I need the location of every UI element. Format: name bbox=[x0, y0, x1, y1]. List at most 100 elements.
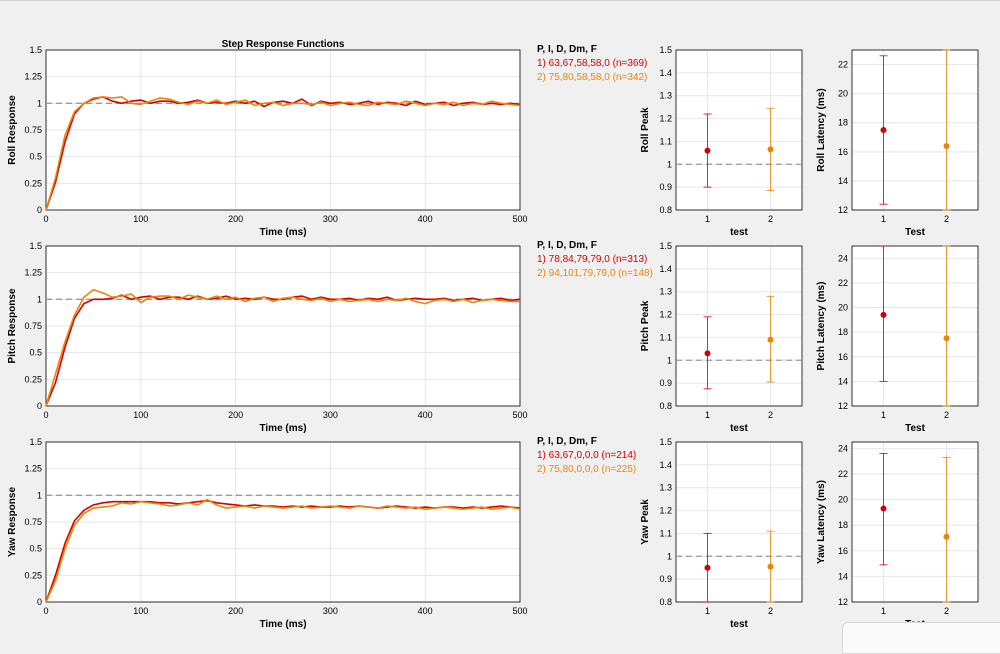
x-tick-label: 0 bbox=[43, 606, 48, 616]
legend-title: P, I, D, Dm, F bbox=[537, 44, 597, 55]
y-tick-label: 24 bbox=[838, 253, 848, 263]
y-tick-label: 1.5 bbox=[659, 437, 672, 447]
plot-frame bbox=[675, 49, 803, 211]
x-axis-label: Time (ms) bbox=[259, 423, 306, 434]
legend-entry-run2: 2) 75,80,0,0,0 (n=225) bbox=[537, 464, 637, 475]
y-tick-label: 14 bbox=[838, 376, 848, 386]
y-tick-label: 1.3 bbox=[659, 483, 672, 493]
data-point-test2 bbox=[767, 563, 774, 570]
y-axis-label: Pitch Peak bbox=[640, 300, 651, 351]
y-tick-label: 0.75 bbox=[24, 321, 42, 331]
y-tick-label: 18 bbox=[838, 118, 848, 128]
y-tick-label: 0.75 bbox=[24, 517, 42, 527]
data-point-test1 bbox=[704, 350, 711, 357]
x-tick-label: 200 bbox=[228, 606, 243, 616]
y-tick-label: 0.8 bbox=[659, 597, 672, 607]
x-tick-label: 400 bbox=[418, 410, 433, 420]
window-top-border bbox=[0, 0, 1000, 1]
y-tick-label: 1.5 bbox=[659, 45, 672, 55]
y-tick-label: 12 bbox=[838, 597, 848, 607]
x-tick-label: 2 bbox=[768, 606, 773, 616]
y-tick-label: 1.25 bbox=[24, 464, 42, 474]
y-tick-label: 0.5 bbox=[29, 152, 42, 162]
y-tick-label: 1.4 bbox=[659, 460, 672, 470]
x-tick-label: 1 bbox=[881, 214, 886, 224]
y-tick-label: 1.5 bbox=[29, 437, 42, 447]
y-tick-label: 1.5 bbox=[29, 241, 42, 251]
y-axis-label: Roll Peak bbox=[640, 107, 651, 152]
y-tick-label: 1.5 bbox=[659, 241, 672, 251]
x-axis-label: Test bbox=[905, 227, 925, 238]
y-tick-label: 1.1 bbox=[659, 528, 672, 538]
plot-area bbox=[676, 442, 802, 602]
legend-title: P, I, D, Dm, F bbox=[537, 240, 597, 251]
x-tick-label: 2 bbox=[944, 606, 949, 616]
y-tick-label: 14 bbox=[838, 571, 848, 581]
x-axis-label: test bbox=[730, 423, 748, 434]
legend-title: P, I, D, Dm, F bbox=[537, 436, 597, 447]
y-tick-label: 1 bbox=[37, 98, 42, 108]
y-tick-label: 22 bbox=[838, 278, 848, 288]
plot-area bbox=[852, 442, 978, 602]
x-axis-label: Time (ms) bbox=[259, 619, 306, 630]
y-tick-label: 22 bbox=[838, 60, 848, 70]
data-point-test2 bbox=[943, 533, 950, 540]
y-tick-label: 0.8 bbox=[659, 205, 672, 215]
series-line-run1 bbox=[45, 294, 521, 407]
x-axis-label: Time (ms) bbox=[259, 227, 306, 238]
plot-frame bbox=[45, 441, 521, 603]
x-tick-label: 1 bbox=[705, 214, 710, 224]
series-line-run2 bbox=[45, 96, 521, 211]
y-tick-label: 18 bbox=[838, 327, 848, 337]
data-point-test1 bbox=[704, 147, 711, 154]
plot-frame bbox=[851, 49, 979, 211]
x-tick-label: 400 bbox=[418, 214, 433, 224]
y-axis-label: Yaw Peak bbox=[640, 499, 651, 545]
legend-yaw: P, I, D, Dm, F 1) 63,67,0,0,0 (n=214) 2)… bbox=[537, 435, 636, 477]
y-axis-label: Roll Response bbox=[7, 95, 18, 165]
y-tick-label: 0 bbox=[37, 401, 42, 411]
plot-frame bbox=[675, 441, 803, 603]
y-tick-label: 22 bbox=[838, 469, 848, 479]
legend-entry-run2: 2) 94,101,79,79,0 (n=148) bbox=[537, 268, 653, 279]
y-tick-label: 1.2 bbox=[659, 506, 672, 516]
y-tick-label: 1 bbox=[37, 294, 42, 304]
roll-peak-chart: 0.8 0.9 1 1.1 1.2 1.3 1.4 1.5 1 2 test Roll Peak bbox=[640, 45, 803, 238]
data-point-test2 bbox=[767, 336, 774, 343]
yaw-step-response-chart: 0 0.25 0.5 0.75 1 1.25 1.5 0 100 200 300 400 500 Time… bbox=[7, 437, 528, 630]
x-tick-label: 200 bbox=[228, 410, 243, 420]
y-tick-label: 1.25 bbox=[24, 268, 42, 278]
x-tick-label: 2 bbox=[768, 410, 773, 420]
y-tick-label: 20 bbox=[838, 495, 848, 505]
y-tick-label: 16 bbox=[838, 352, 848, 362]
y-axis-label: Pitch Response bbox=[7, 288, 18, 363]
y-tick-label: 0.5 bbox=[29, 544, 42, 554]
y-axis-label: Roll Latency (ms) bbox=[816, 88, 827, 171]
legend-entry-run1: 1) 78,84,79,79,0 (n=313) bbox=[537, 254, 648, 265]
y-tick-label: 1 bbox=[667, 159, 672, 169]
y-tick-label: 1.3 bbox=[659, 287, 672, 297]
y-tick-label: 12 bbox=[838, 205, 848, 215]
data-point-test2 bbox=[943, 143, 950, 149]
x-tick-label: 2 bbox=[944, 214, 949, 224]
y-tick-label: 0 bbox=[37, 205, 42, 215]
series-line-run1 bbox=[45, 96, 521, 211]
y-tick-label: 1 bbox=[667, 355, 672, 365]
y-tick-label: 1.4 bbox=[659, 264, 672, 274]
y-tick-label: 24 bbox=[838, 443, 848, 453]
y-tick-label: 0.25 bbox=[24, 570, 42, 580]
y-tick-label: 1.3 bbox=[659, 91, 672, 101]
plot-frame bbox=[851, 245, 979, 407]
y-axis-label: Yaw Latency (ms) bbox=[816, 480, 827, 564]
legend-entry-run2: 2) 75,80,58,58,0 (n=342) bbox=[537, 72, 648, 83]
y-tick-label: 0 bbox=[37, 597, 42, 607]
data-point-test2 bbox=[943, 335, 950, 342]
y-tick-label: 16 bbox=[838, 147, 848, 157]
legend-pitch: P, I, D, Dm, F 1) 78,84,79,79,0 (n=313) … bbox=[537, 239, 653, 281]
y-tick-label: 0.9 bbox=[659, 182, 672, 192]
y-tick-label: 0.9 bbox=[659, 378, 672, 388]
legend-entry-run1: 1) 63,67,0,0,0 (n=214) bbox=[537, 450, 637, 461]
step-response-figure: Step Response Functions 0 0.25 0.5 0.75 1 1.2… bbox=[7, 39, 979, 630]
x-tick-label: 500 bbox=[512, 214, 527, 224]
